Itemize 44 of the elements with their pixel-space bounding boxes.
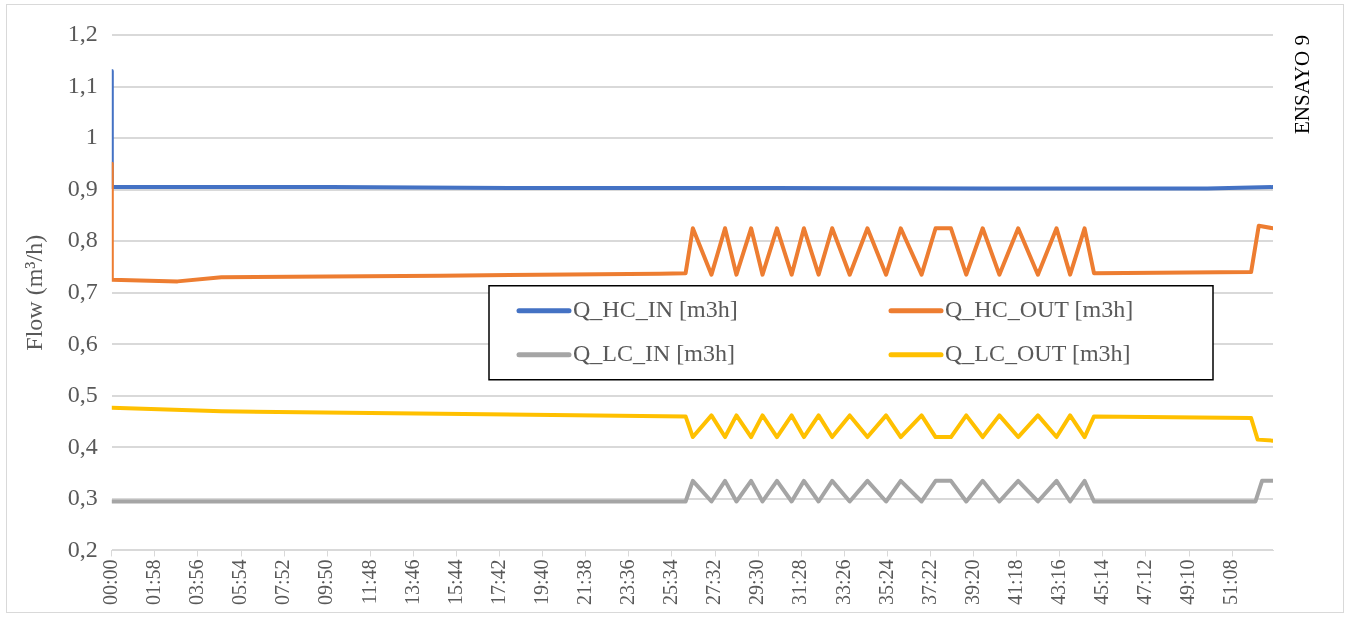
x-tick-label: 03:56 [185, 559, 208, 606]
x-tick-label: 17:42 [486, 559, 509, 606]
legend-label: Q_HC_OUT [m3h] [945, 296, 1134, 323]
x-tick-label: 27:32 [702, 559, 725, 606]
legend-label: Q_LC_OUT [m3h] [945, 340, 1131, 367]
x-tick-label: 11:48 [357, 559, 380, 605]
y-tick-label: 1,2 [67, 20, 98, 47]
x-tick-label: 09:50 [314, 559, 337, 606]
y-tick-label: 0,4 [67, 432, 98, 459]
x-tick-label: 21:38 [573, 559, 596, 606]
y-tick-label: 1,1 [67, 71, 98, 98]
x-tick-label: 07:52 [271, 559, 294, 606]
x-tick-label: 49:10 [1176, 559, 1199, 606]
x-tick-label: 23:36 [616, 559, 639, 606]
x-tick-label: 39:20 [960, 559, 983, 606]
x-tick-label: 47:12 [1133, 559, 1156, 606]
x-tick-label: 43:16 [1047, 559, 1069, 606]
legend-label: Q_HC_IN [m3h] [573, 296, 738, 323]
legend-label: Q_LC_IN [m3h] [573, 340, 735, 367]
y-tick-label: 0,7 [67, 278, 98, 305]
text: ENSAYO 9 [1289, 35, 1314, 134]
x-tick-label: 45:14 [1090, 559, 1113, 606]
y-tick-label: 0,9 [67, 174, 98, 201]
y-tick-label: 0,6 [67, 329, 98, 356]
x-tick-label: 15:44 [443, 559, 466, 606]
x-tick-label: 01:58 [142, 559, 165, 606]
x-tick-label: 05:54 [228, 559, 251, 606]
y-tick-label: 0,8 [67, 226, 98, 253]
x-tick-label: 41:18 [1003, 559, 1026, 606]
x-tick-label: 51:08 [1219, 559, 1242, 606]
x-tick-label: 00:00 [99, 559, 122, 606]
x-tick-label: 33:26 [831, 559, 854, 606]
x-tick-label: 31:28 [788, 559, 811, 606]
y-axis-title: Flow (m³/h) [20, 234, 47, 351]
x-tick-label: 13:46 [400, 559, 423, 606]
y-tick-label: 0,5 [67, 381, 98, 408]
x-tick-label: 25:34 [659, 559, 682, 606]
y-tick-label: 0,2 [67, 535, 98, 562]
x-tick-label: 19:40 [529, 559, 552, 606]
x-tick-label: 37:22 [917, 559, 940, 606]
x-tick-label: 35:24 [874, 559, 897, 606]
y-tick-label: 1 [85, 123, 98, 150]
y-tick-label: 0,3 [67, 484, 98, 511]
x-tick-label: 29:30 [745, 559, 768, 606]
